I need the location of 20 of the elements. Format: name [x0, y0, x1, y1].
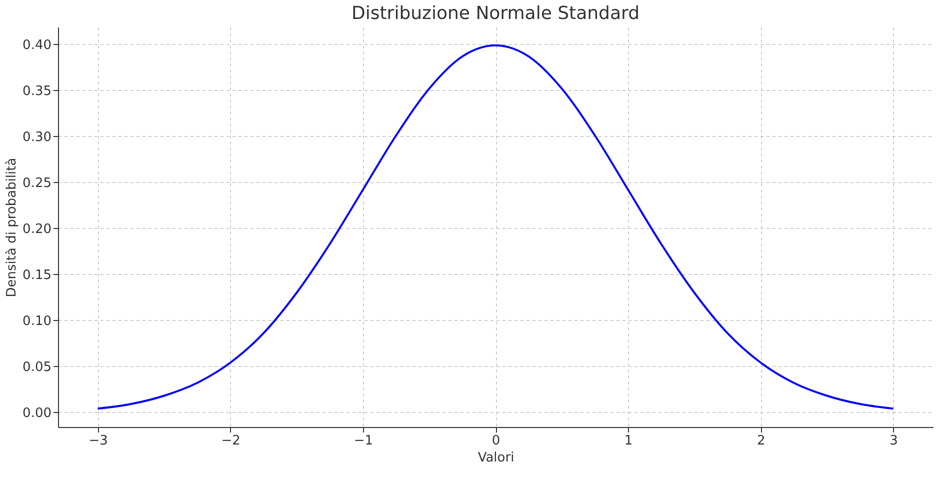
y-tick-label: 0.15 — [22, 268, 52, 283]
x-tick-label: 3 — [890, 434, 898, 448]
line-series — [96, 44, 894, 410]
y-tick-label: 0.30 — [22, 130, 52, 145]
x-tick-label: −1 — [354, 434, 374, 448]
y-tick-label: 0.20 — [22, 222, 52, 237]
y-tick-label: 0.10 — [22, 314, 52, 329]
x-tick-label: 0 — [492, 434, 500, 448]
x-tick-label: 1 — [624, 434, 633, 448]
y-tick-label: 0.05 — [22, 360, 52, 375]
y-tick-label: 0.35 — [22, 84, 52, 99]
x-axis-title: Valori — [478, 450, 514, 466]
x-tick-label: −3 — [88, 434, 108, 448]
chart-title: Distribuzione Normale Standard — [351, 3, 640, 24]
y-axis-title: Densità di probabilità — [4, 158, 20, 298]
x-tick-label: 2 — [757, 434, 766, 448]
y-tick-label: 0.25 — [22, 176, 52, 191]
y-tick-label: 0.40 — [22, 38, 52, 53]
y-tick-label: 0.00 — [22, 406, 52, 421]
x-tick-label: −2 — [221, 434, 240, 448]
